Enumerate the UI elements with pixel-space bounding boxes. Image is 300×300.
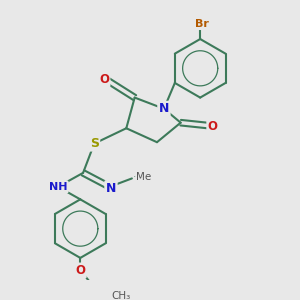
Text: N: N: [106, 182, 116, 195]
Text: O: O: [99, 73, 109, 86]
Text: S: S: [90, 137, 99, 150]
Text: Br: Br: [195, 19, 208, 29]
Text: Me: Me: [136, 172, 151, 182]
Text: O: O: [75, 264, 85, 277]
Text: O: O: [208, 120, 218, 134]
Text: methyl: methyl: [134, 176, 139, 177]
Text: NH: NH: [49, 182, 67, 192]
Text: CH₃: CH₃: [112, 291, 131, 300]
Text: N: N: [159, 102, 169, 115]
